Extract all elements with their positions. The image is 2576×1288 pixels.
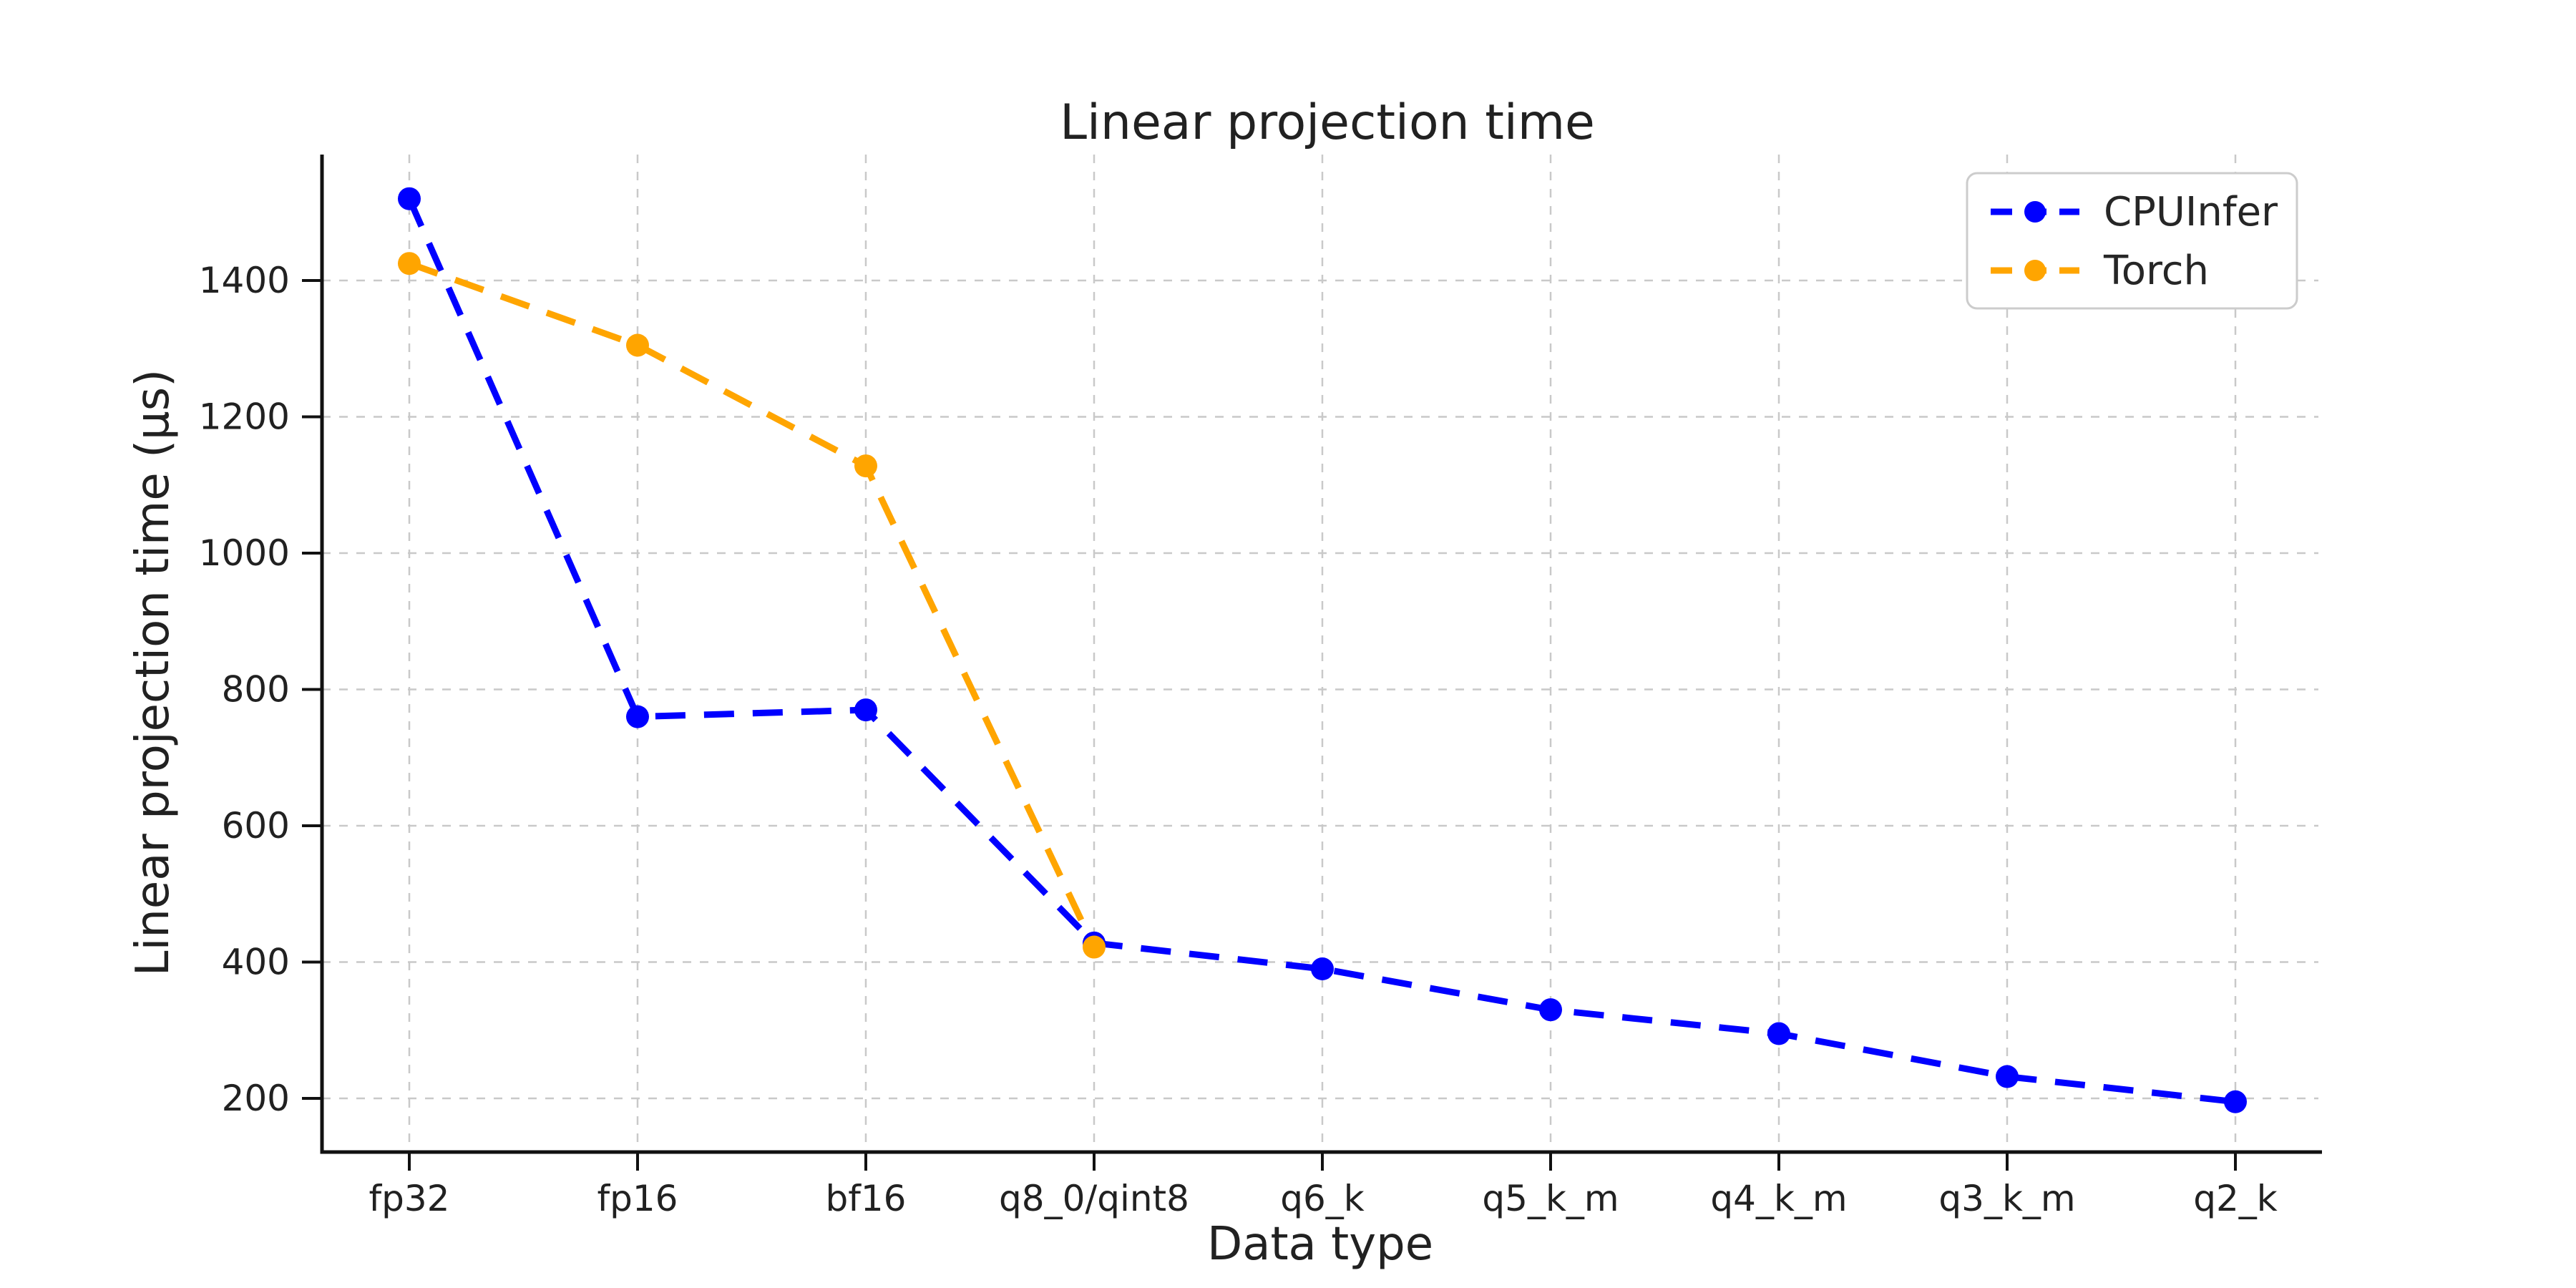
y-tick-label: 600 (222, 805, 290, 847)
data-point-torch-bf16 (854, 454, 877, 478)
x-tick-label: q2_k (2193, 1178, 2278, 1219)
data-point-cpuinfer-bf16 (854, 698, 877, 722)
legend-label-cpuinfer: CPUInfer (2104, 189, 2278, 235)
data-point-cpuinfer-q4_k_m (1767, 1022, 1790, 1045)
y-tick-label: 800 (222, 669, 290, 711)
data-point-cpuinfer-q6_k (1311, 957, 1334, 981)
chart-title: Linear projection time (1060, 94, 1595, 151)
x-tick-label: q5_k_m (1482, 1178, 1619, 1219)
x-tick-label: bf16 (826, 1178, 907, 1219)
legend (1966, 172, 2298, 310)
x-tick-label: q6_k (1280, 1178, 1365, 1219)
y-tick-label: 1000 (199, 532, 290, 574)
x-tick-label: q4_k_m (1710, 1178, 1847, 1219)
y-tick-label: 200 (222, 1078, 290, 1119)
x-tick-label: fp32 (369, 1178, 450, 1219)
y-tick-label: 400 (222, 942, 290, 983)
data-point-cpuinfer-fp32 (398, 187, 421, 210)
data-point-cpuinfer-q5_k_m (1539, 998, 1562, 1022)
legend-sample-marker-cpuinfer (2024, 201, 2046, 223)
x-tick-label: fp16 (597, 1178, 678, 1219)
data-point-torch-q8_0/qint8 (1083, 935, 1106, 959)
data-point-torch-fp16 (626, 333, 649, 357)
data-point-torch-fp32 (398, 252, 421, 275)
series-line-cpuinfer (406, 197, 2236, 1106)
x-tick-label: q8_0/qint8 (999, 1178, 1189, 1219)
legend-sample-marker-torch (2024, 260, 2046, 281)
y-tick-label: 1400 (199, 260, 290, 301)
data-point-cpuinfer-q3_k_m (1996, 1065, 2019, 1088)
legend-label-torch: Torch (2103, 248, 2209, 294)
y-axis-label: Linear projection time (µs) (127, 369, 180, 976)
data-point-cpuinfer-q2_k (2224, 1090, 2247, 1113)
y-tick-label: 1200 (199, 396, 290, 438)
series-line-torch (408, 260, 1098, 949)
x-tick-label: q3_k_m (1938, 1178, 2075, 1219)
data-point-cpuinfer-fp16 (626, 705, 649, 728)
x-axis-label: Data type (1207, 1218, 1433, 1271)
